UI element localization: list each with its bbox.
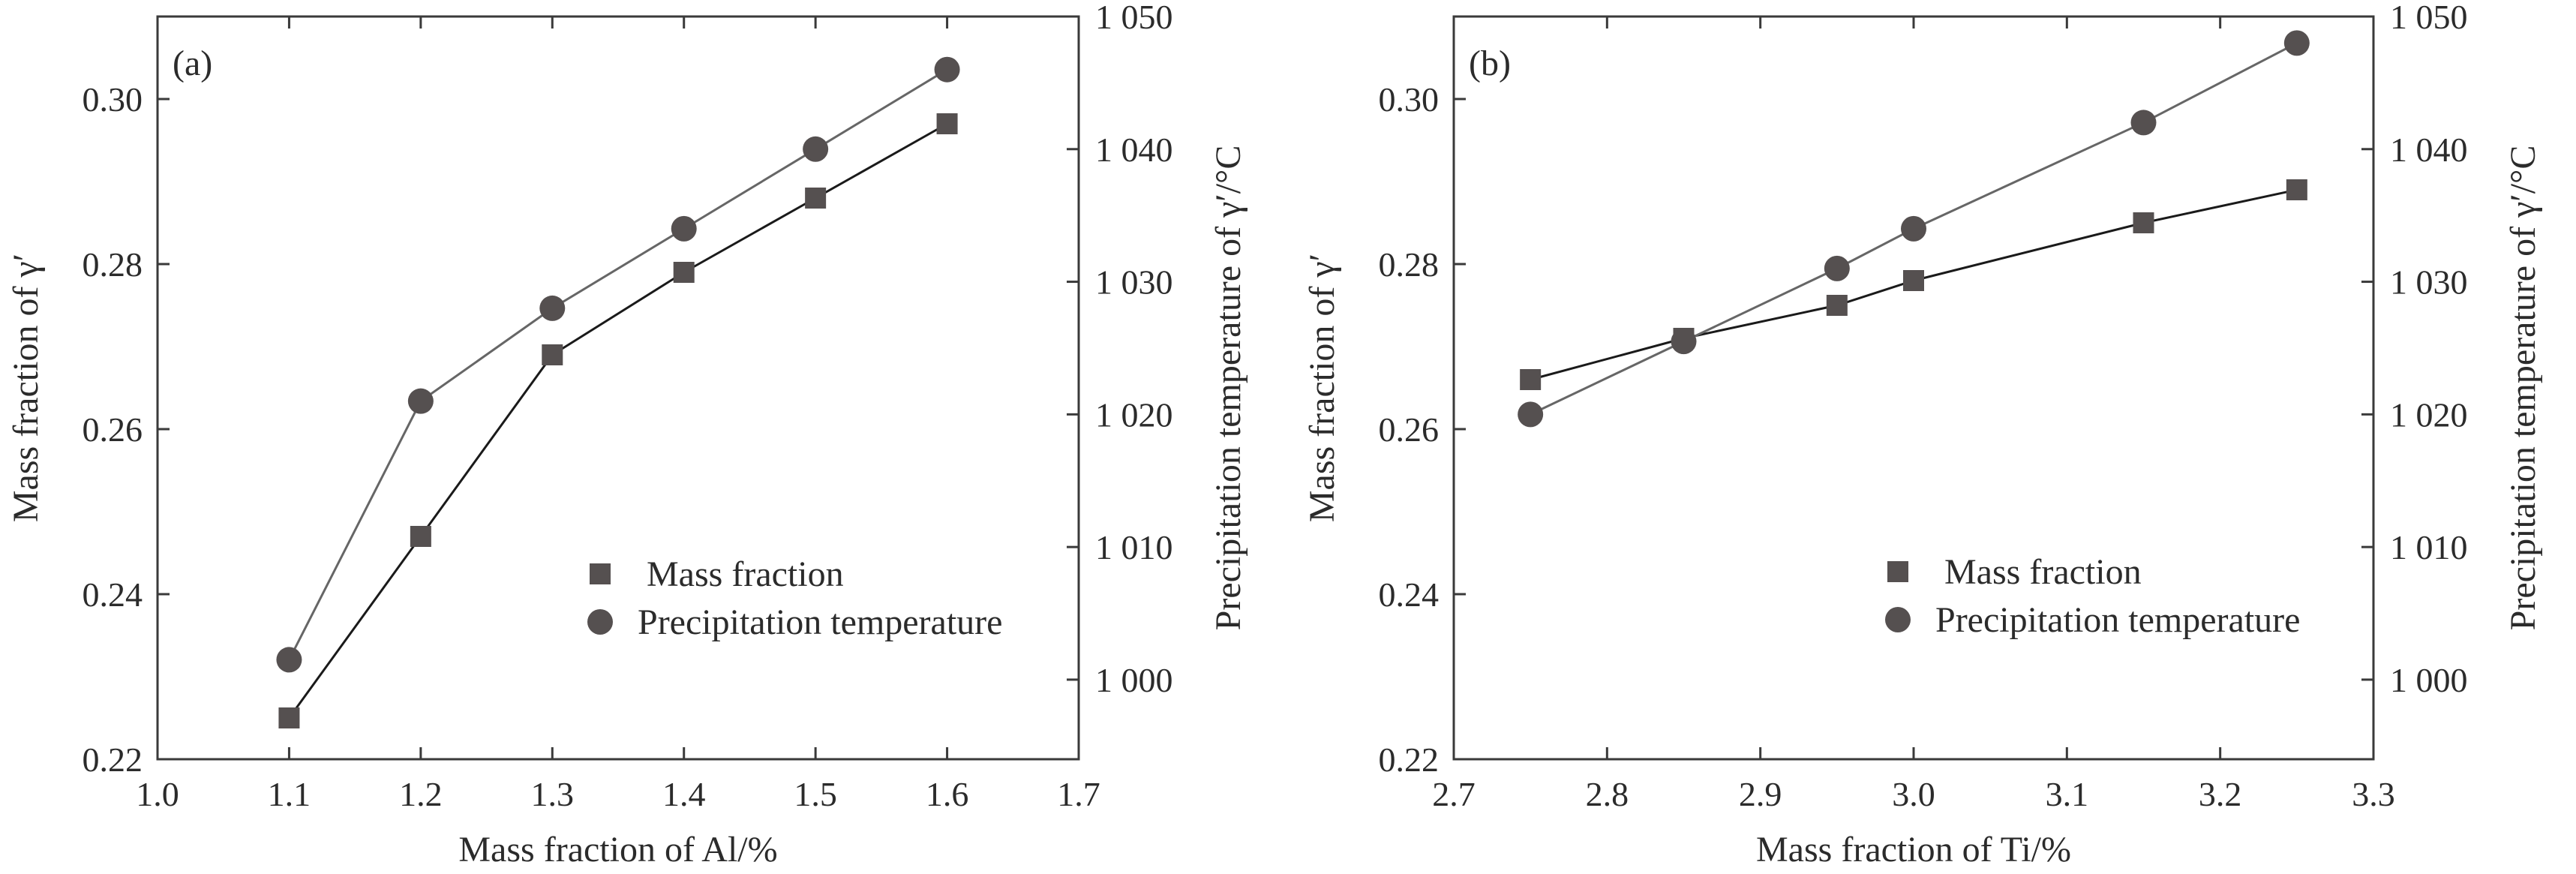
mass-fraction-line <box>288 122 948 719</box>
mass-fraction-point <box>1903 270 1924 291</box>
x-tick-label: 3.0 <box>1892 775 1935 813</box>
y2-axis-title: Precipitation temperature of γ′/°C <box>1208 146 1248 631</box>
legend-marker-circle <box>1885 607 1911 632</box>
x-tick-label: 1.5 <box>794 775 837 813</box>
mass-fraction-point <box>805 188 827 209</box>
mass-fraction-point <box>673 262 695 283</box>
y-tick-label: 0.22 <box>83 740 143 779</box>
y2-tick-label: 1 040 <box>1095 131 1173 169</box>
legend-marker-square <box>590 563 611 584</box>
precipitation-temperature-point <box>407 388 434 414</box>
y-axis-title: Mass fraction of γ′ <box>1302 254 1342 522</box>
y2-tick-label: 1 030 <box>1095 263 1173 302</box>
y2-tick-label: 1 050 <box>1095 0 1173 36</box>
y2-tick-label: 1 040 <box>2390 131 2468 169</box>
precipitation-temperature-point <box>2130 110 2157 136</box>
y-tick-label: 0.28 <box>1379 245 1440 284</box>
y2-tick-label: 1 000 <box>2390 661 2468 699</box>
precipitation-temperature-line <box>1530 42 2298 416</box>
y2-tick-label: 1 050 <box>2390 0 2468 36</box>
x-tick-label: 1.6 <box>926 775 969 813</box>
panel-label: (a) <box>173 44 212 83</box>
x-tick-label: 1.7 <box>1057 775 1100 813</box>
precipitation-temperature-point <box>1901 215 1926 242</box>
y2-axis-title: Precipitation temperature of γ′/°C <box>2503 146 2543 631</box>
plot-frame <box>156 15 1080 761</box>
y-axis-title: Mass fraction of γ′ <box>6 254 46 522</box>
y-tick-label: 0.30 <box>1379 80 1440 119</box>
legend-marker-circle <box>587 609 613 635</box>
y-tick-label: 0.26 <box>1379 410 1440 449</box>
x-tick-label: 1.2 <box>399 775 443 813</box>
y2-tick-label: 1 000 <box>1095 661 1173 699</box>
x-tick-label: 3.3 <box>2352 775 2395 813</box>
y-tick-label: 0.24 <box>1379 575 1440 614</box>
y2-tick-label: 1 010 <box>2390 528 2468 566</box>
mass-fraction-point <box>1826 295 1848 316</box>
x-tick-label: 3.1 <box>2046 775 2089 813</box>
mass-fraction-point <box>410 526 431 547</box>
mass-fraction-point <box>278 707 300 728</box>
precipitation-temperature-point <box>2283 30 2310 56</box>
x-tick-label: 2.7 <box>1432 775 1476 813</box>
y2-tick-label: 1 030 <box>2390 263 2468 302</box>
legend-label: Mass fraction <box>647 554 844 594</box>
precipitation-temperature-line <box>288 68 948 661</box>
precipitation-temperature-point <box>934 56 960 83</box>
legend-marker-square <box>1887 561 1908 582</box>
y-tick-label: 0.30 <box>83 80 143 119</box>
x-tick-label: 1.1 <box>268 775 311 813</box>
y2-tick-label: 1 010 <box>1095 528 1173 566</box>
legend-label: Precipitation temperature <box>1935 600 2300 640</box>
legend-label: Precipitation temperature <box>638 602 1002 642</box>
x-axis-title: Mass fraction of Al/% <box>458 830 777 869</box>
x-tick-label: 2.8 <box>1586 775 1629 813</box>
mass-fraction-point <box>542 344 563 365</box>
x-tick-label: 1.0 <box>136 775 179 813</box>
x-tick-label: 3.2 <box>2199 775 2242 813</box>
chart-panel-b: 2.7 2.8 2.9 3.0 3.1 3.2 3.3 0.22 0.24 0.26 0.28 0.3… <box>1302 0 2543 869</box>
precipitation-temperature-point <box>1824 255 1850 281</box>
x-tick-label: 1.4 <box>662 775 706 813</box>
y-tick-label: 0.28 <box>83 245 143 284</box>
mass-fraction-point <box>2133 212 2154 233</box>
x-tick-label: 1.3 <box>531 775 575 813</box>
legend-label: Mass fraction <box>1944 552 2142 592</box>
y-tick-label: 0.24 <box>83 575 143 614</box>
mass-fraction-line <box>1530 188 2298 381</box>
y-tick-label: 0.22 <box>1379 740 1440 779</box>
chart-panel-a: 1.0 1.1 1.2 1.3 1.4 1.5 1.6 1.7 0.22 0.24 0.26 0.28… <box>6 0 1248 869</box>
precipitation-temperature-point <box>1518 401 1544 428</box>
mass-fraction-point <box>2286 179 2307 200</box>
precipitation-temperature-point <box>276 647 302 673</box>
y2-tick-label: 1 020 <box>1095 395 1173 434</box>
plot-frame <box>1452 15 2375 761</box>
precipitation-temperature-point <box>803 136 829 162</box>
x-axis-title: Mass fraction of Ti/% <box>1756 830 2071 869</box>
y2-tick-label: 1 020 <box>2390 395 2468 434</box>
mass-fraction-point <box>936 113 958 134</box>
panel-label: (b) <box>1469 44 1511 83</box>
precipitation-temperature-point <box>671 215 697 242</box>
x-tick-label: 2.9 <box>1739 775 1782 813</box>
mass-fraction-point <box>1520 369 1542 390</box>
precipitation-temperature-point <box>1671 329 1697 355</box>
y-tick-label: 0.26 <box>83 410 143 449</box>
precipitation-temperature-point <box>539 295 566 321</box>
